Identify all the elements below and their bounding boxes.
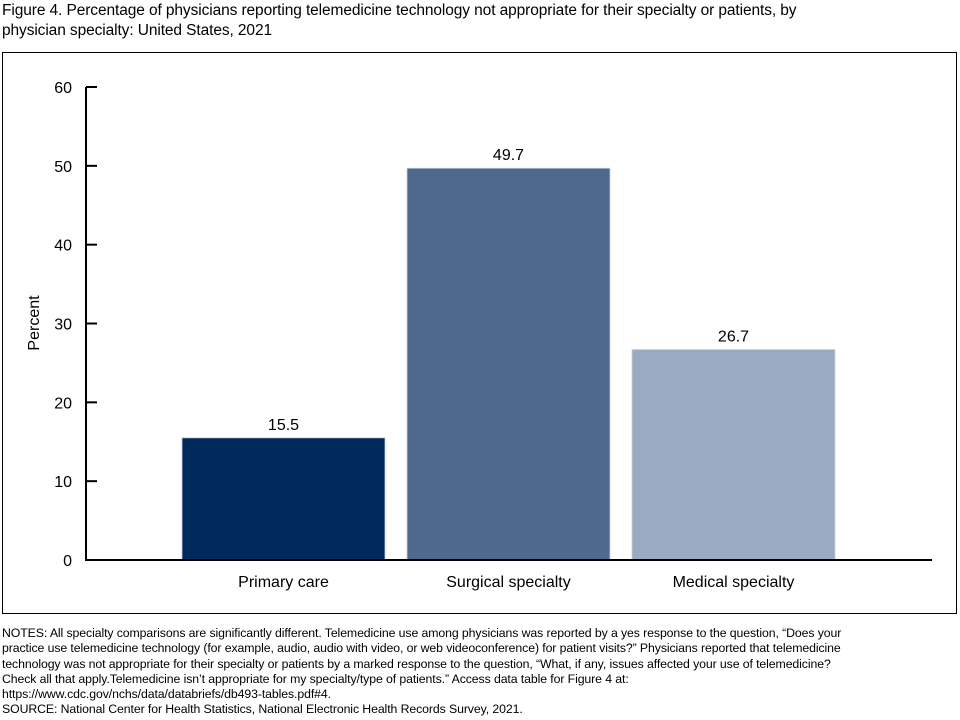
data-label: 49.7 <box>493 147 524 164</box>
notes-line: practice use telemedicine technology (fo… <box>2 641 841 656</box>
figure-title: Figure 4. Percentage of physicians repor… <box>2 1 952 41</box>
notes-line: Check all that apply.Telemedicine isn’t … <box>2 671 629 686</box>
y-tick-label: 30 <box>54 317 72 334</box>
y-tick-label: 50 <box>54 159 72 176</box>
bar <box>631 349 836 561</box>
x-tick-label: Primary care <box>238 574 329 591</box>
chart-frame <box>2 52 957 614</box>
notes-line: technology was not appropriate for their… <box>2 656 831 671</box>
x-tick-label: Medical specialty <box>673 574 795 591</box>
title-line: Figure 4. Percentage of physicians repor… <box>2 2 797 19</box>
data-label: 15.5 <box>268 417 299 434</box>
notes-line: https://www.cdc.gov/nchs/data/databriefs… <box>2 687 331 702</box>
y-tick-label: 60 <box>54 80 72 97</box>
y-tick-label: 40 <box>54 238 72 255</box>
notes-line: NOTES: All specialty comparisons are sig… <box>2 626 842 640</box>
source-line: SOURCE: National Center for Health Stati… <box>2 702 523 717</box>
x-axis: Primary care Surgical specialty Medical sp… <box>85 559 932 591</box>
notes: NOTES: All specialty comparisons are sig… <box>2 626 958 718</box>
title-line: physician specialty: United States, 2021 <box>2 22 272 39</box>
y-tick-label: 10 <box>54 474 72 491</box>
bars: 15.5 49.7 26.7 <box>181 147 836 561</box>
y-axis: 0 10 20 30 40 50 60 <box>54 80 97 570</box>
bar-chart: 0 10 20 30 40 50 60 Percent 15.5 49.7 26.7 Prima… <box>26 80 932 591</box>
y-tick-label: 0 <box>63 553 72 570</box>
data-label: 26.7 <box>718 329 749 346</box>
y-axis-label: Percent <box>26 295 43 351</box>
bar <box>181 437 386 561</box>
x-tick-label: Surgical specialty <box>446 574 571 591</box>
y-tick-label: 20 <box>54 395 72 412</box>
bar <box>406 167 611 561</box>
